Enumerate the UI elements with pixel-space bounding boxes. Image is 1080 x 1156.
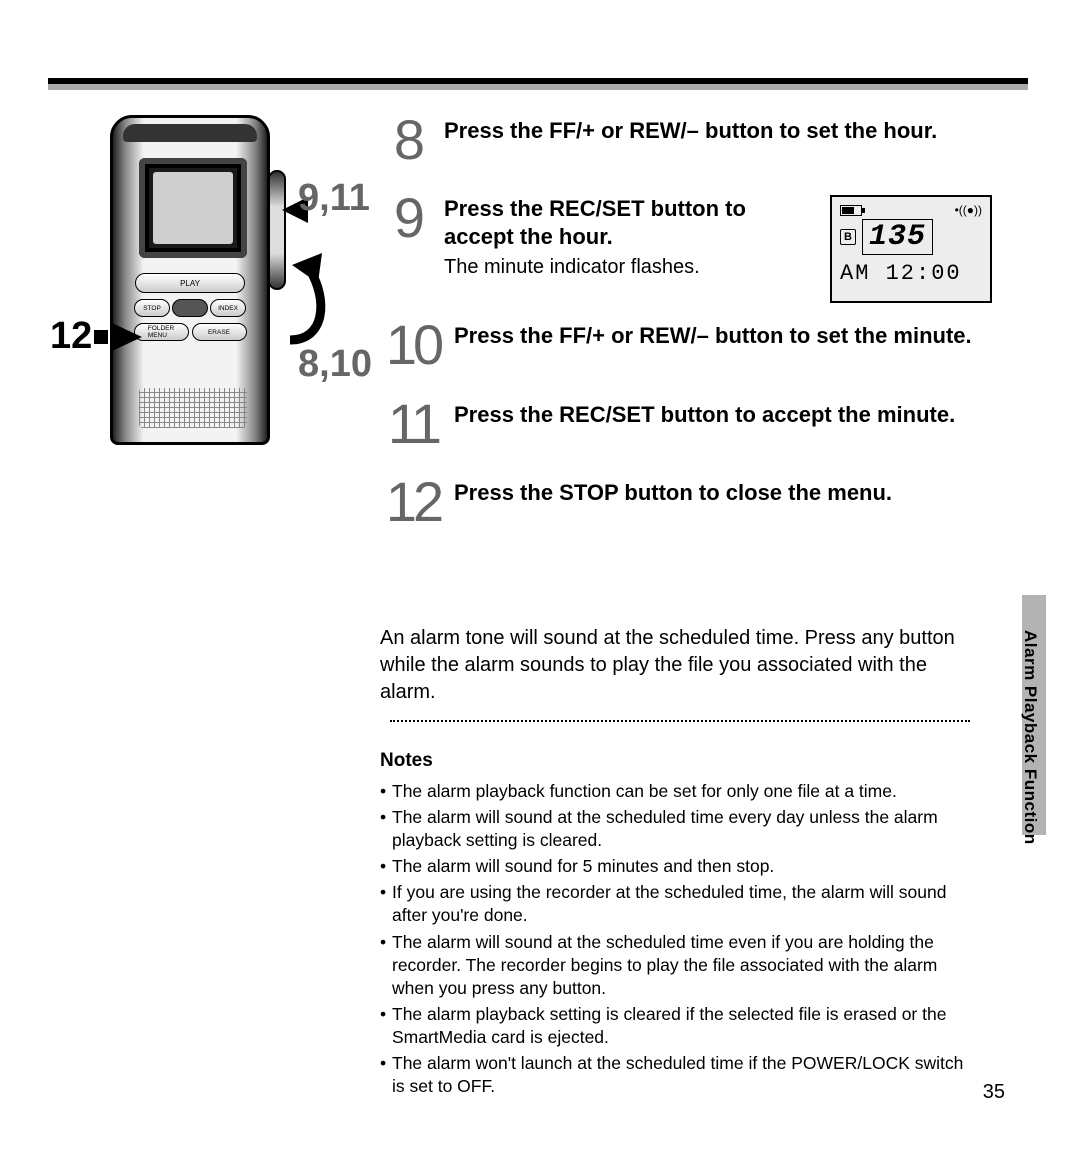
section-label: Alarm Playback Function [1020,630,1040,845]
notes-list: The alarm playback function can be set f… [380,780,980,1101]
lcd-display: •((●)) B 135 AM 12:00 [830,195,992,303]
step-number: 8 [380,115,436,165]
battery-icon [840,205,862,216]
description-paragraph: An alarm tone will sound at the schedule… [380,625,970,706]
step-number: 9 [380,193,436,243]
recorder-buttons: PLAY STOP INDEX FOLDERMENU ERASE [125,273,255,341]
speaker-grille [139,388,247,428]
note-item: The alarm won't launch at the scheduled … [380,1052,980,1098]
callout-12-label: 12 [50,315,92,358]
header-rule-shadow [48,84,1028,90]
step-number: 11 [380,399,446,449]
step-title: Press the FF/+ or REW/– button to set th… [454,322,990,350]
callout-12: 12 [50,315,142,358]
erase-button: ERASE [192,323,247,341]
step-title: Press the FF/+ or REW/– button to set th… [444,117,990,145]
step-title: Press the STOP button to close the menu. [454,479,990,507]
step-number: 10 [380,320,446,370]
step-number: 12 [380,477,446,527]
note-item: The alarm will sound for 5 minutes and t… [380,855,980,878]
callout-9-11: 9,11 [298,177,370,220]
file-number: 135 [862,219,933,255]
step-title: Press the REC/SET button to accept the m… [454,401,990,429]
notes-header: Notes [380,750,433,772]
step-title: Press the REC/SET button to accept the h… [444,195,804,250]
ampm-indicator: AM [840,261,870,286]
arrow-right-icon [112,323,142,351]
steps-list: 8 Press the FF/+ or REW/– button to set … [380,115,990,556]
step-12: 12 Press the STOP button to close the me… [380,477,990,527]
note-item: The alarm playback setting is cleared if… [380,1003,980,1049]
recorder-screen [139,158,247,258]
play-button: PLAY [135,273,245,293]
step-10: 10 Press the FF/+ or REW/– button to set… [380,320,990,370]
index-button: INDEX [210,299,246,317]
curved-arrow-icon [280,245,340,345]
device-illustration: PLAY STOP INDEX FOLDERMENU ERASE 12 9,11… [50,115,375,465]
step-11: 11 Press the REC/SET button to accept th… [380,399,990,449]
minute-value: 00 [931,261,961,286]
folder-indicator: B [840,229,856,245]
note-item: If you are using the recorder at the sch… [380,881,980,927]
lcd-time: AM 12:00 [840,261,982,286]
step-subtext: The minute indicator flashes. [444,254,804,280]
hour-value: 12 [886,261,916,286]
step-8: 8 Press the FF/+ or REW/– button to set … [380,115,990,165]
alarm-icon: •((●)) [955,203,982,217]
note-item: The alarm playback function can be set f… [380,780,980,803]
divider-dotted [390,720,970,722]
callout-8-10: 8,10 [298,343,372,386]
page-number: 35 [983,1081,1005,1104]
note-item: The alarm will sound at the scheduled ti… [380,806,980,852]
note-item: The alarm will sound at the scheduled ti… [380,931,980,1000]
recorder-body: PLAY STOP INDEX FOLDERMENU ERASE [110,115,270,445]
